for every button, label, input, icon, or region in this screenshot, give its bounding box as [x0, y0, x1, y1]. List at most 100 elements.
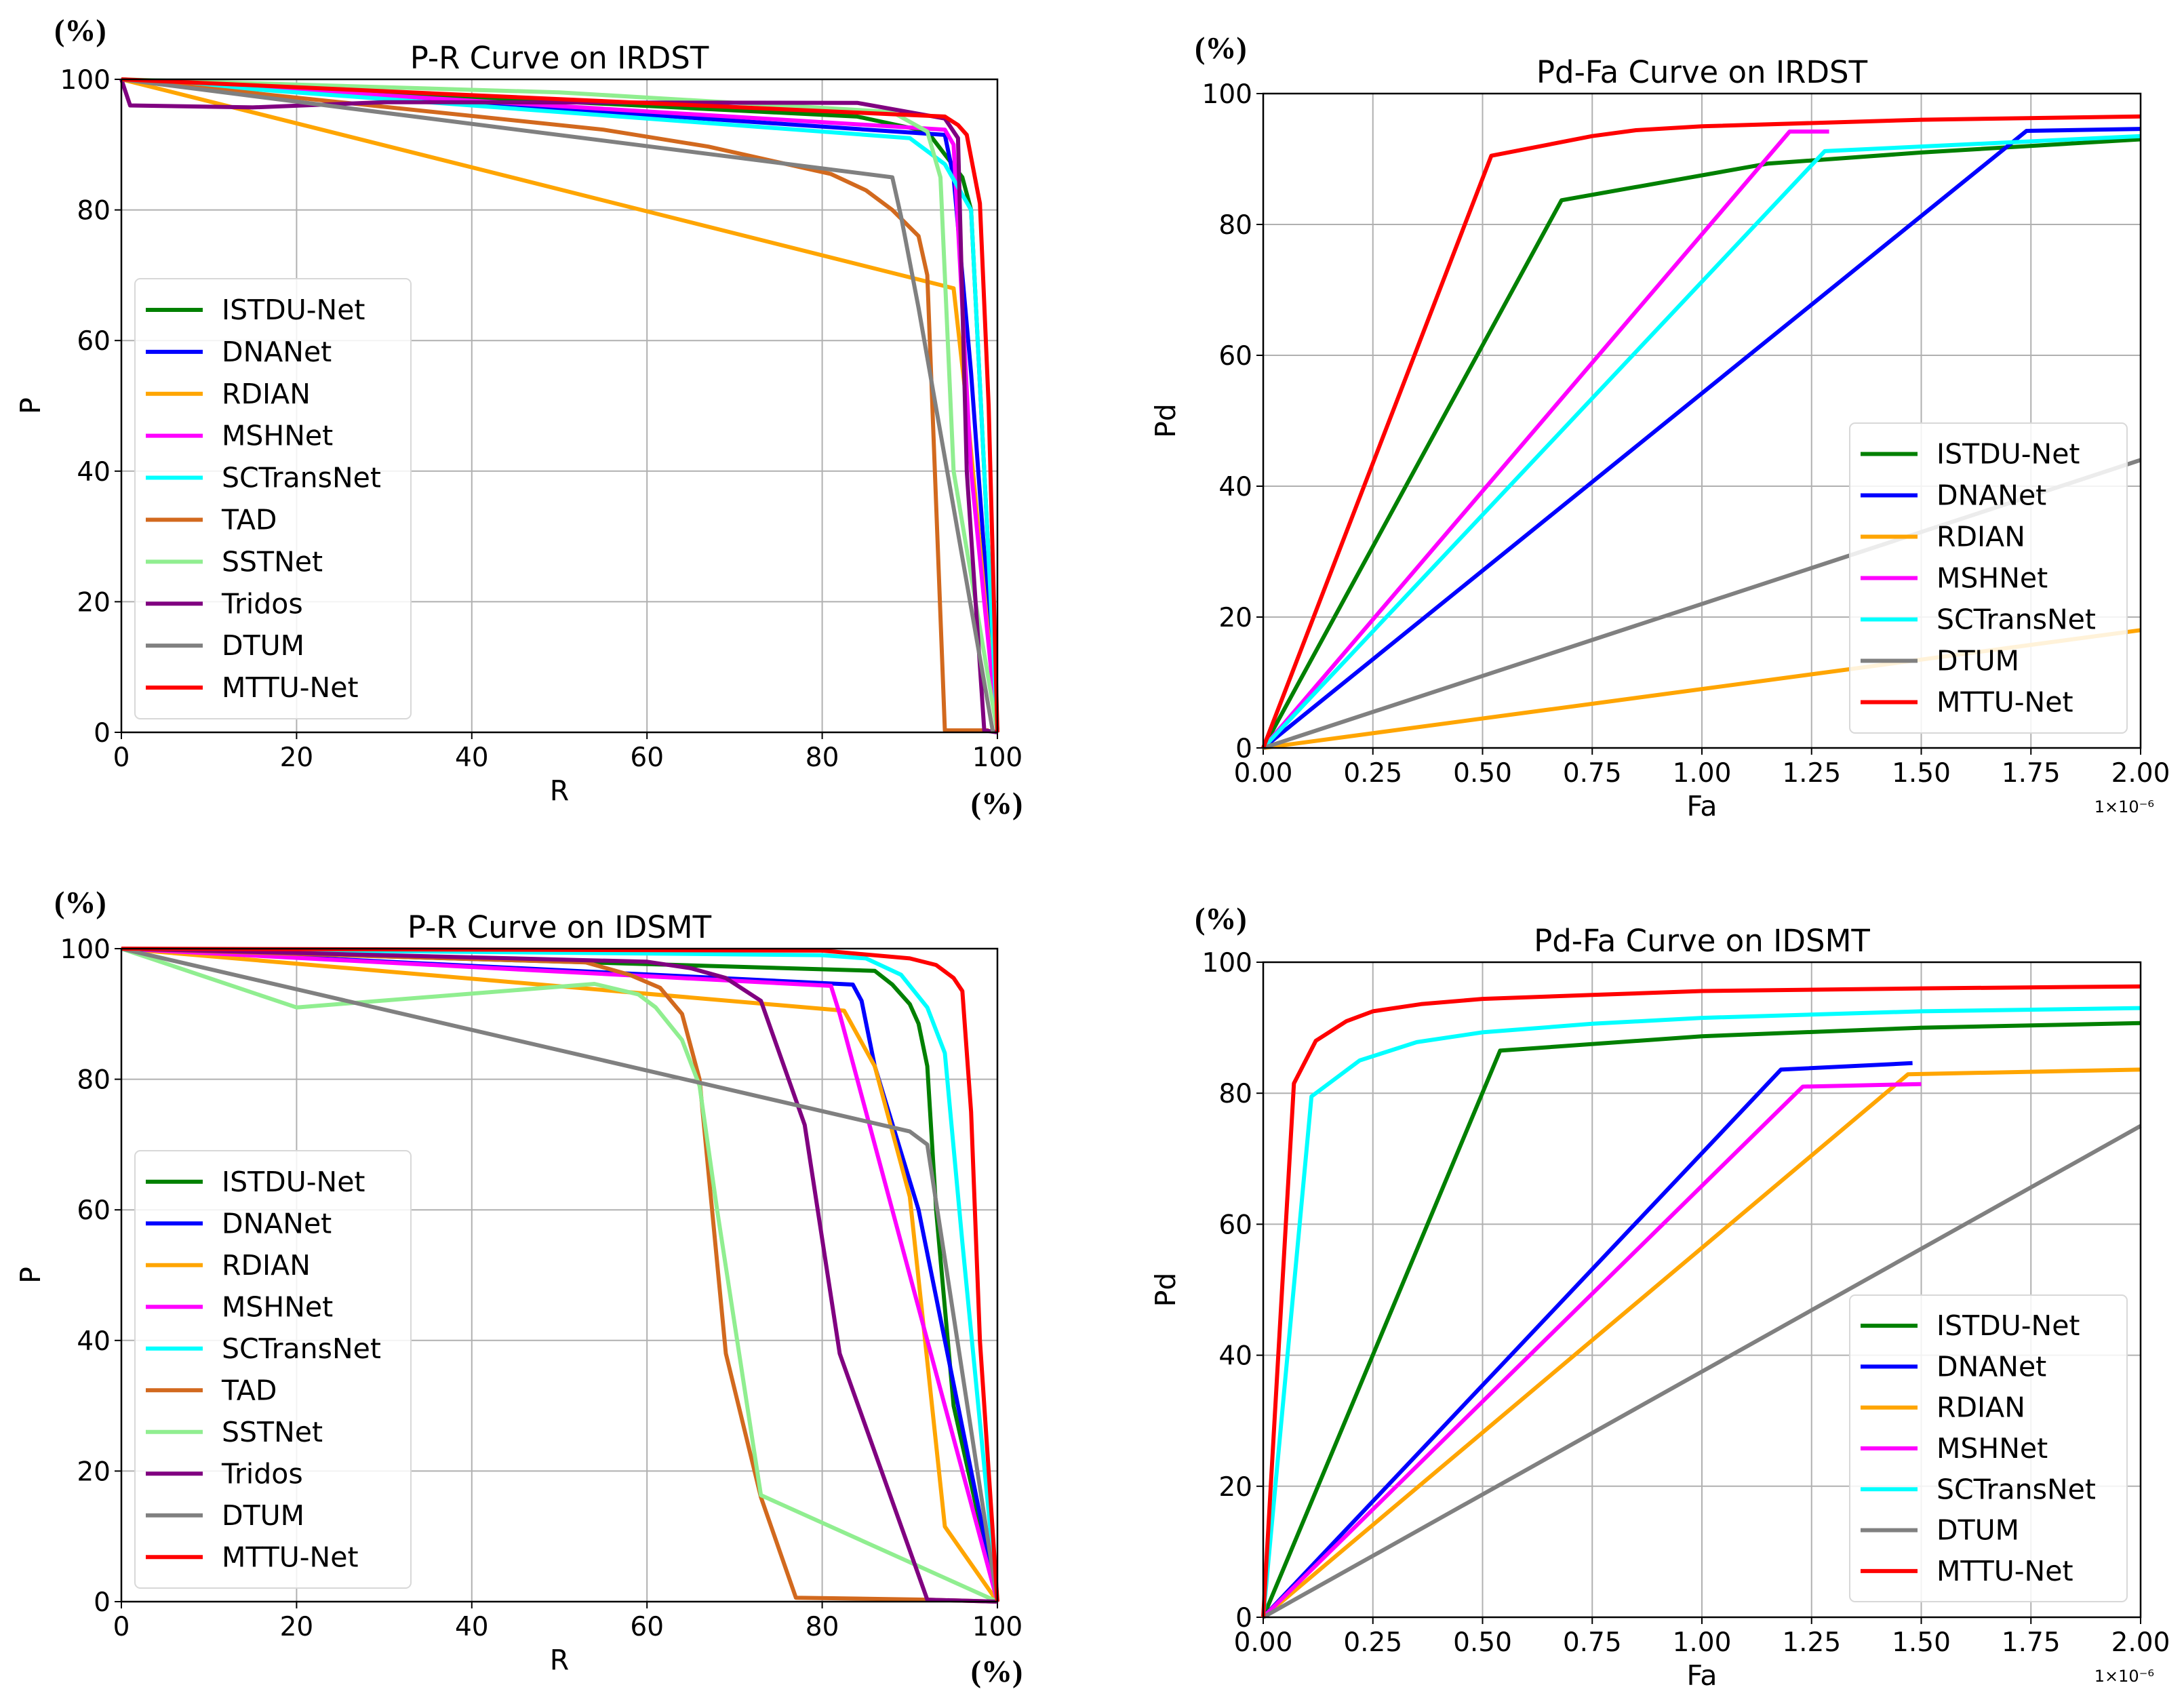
series-line-rdian — [1262, 1067, 2141, 1619]
x-unit-label: (%) — [971, 1654, 1023, 1688]
legend-item: SSTNet — [146, 1416, 323, 1448]
x-tick-label: 40 — [455, 743, 489, 773]
x-unit-label: (%) — [971, 786, 1023, 820]
legend-item: MSHNet — [1861, 562, 2048, 595]
x-tick-label: 0.50 — [1453, 758, 1512, 789]
x-tick-label: 2.00 — [2111, 1627, 2170, 1658]
legend-item: RDIAN — [1861, 1391, 2025, 1424]
x-axis-label: R — [550, 1644, 570, 1676]
legend-label: DTUM — [222, 629, 304, 662]
series-line-dtum — [1262, 1124, 2142, 1619]
y-tick-label: 40 — [1218, 1341, 1252, 1372]
y-tick-label: 40 — [1218, 472, 1252, 502]
x-tick-label: 0.25 — [1343, 758, 1402, 789]
y-tick-label: 40 — [77, 1326, 111, 1357]
legend-item: SCTransNet — [146, 1332, 381, 1365]
legend-item: MSHNet — [146, 420, 333, 452]
x-tick-label: 80 — [806, 743, 839, 773]
series-line-sctransnet — [1261, 134, 2141, 750]
legend-label: Tridos — [221, 1457, 303, 1490]
y-axis-label: P — [14, 1267, 47, 1284]
series-line-istdu-net — [1261, 1021, 2141, 1619]
series-line-dtum — [121, 77, 995, 733]
legend-label: DNANet — [222, 336, 332, 368]
x-tick-label: 40 — [455, 1612, 489, 1642]
chart-panel-0: 0 20 40 60 80 100 0 20 40 60 80 100 P-R Curve on IRD… — [14, 13, 1022, 820]
legend-item: SCTransNet — [146, 462, 381, 494]
legend-label: ISTDU-Net — [222, 1166, 365, 1198]
legend-label: DNANet — [1937, 479, 2046, 512]
x-axis-label: Fa — [1687, 1659, 1718, 1692]
x-tick-label: 0.75 — [1563, 758, 1622, 789]
legend-label: ISTDU-Net — [1937, 438, 2080, 471]
plot-frame — [120, 78, 999, 734]
x-tick-label: 0 — [113, 1612, 130, 1642]
x-tick-label: 100 — [972, 743, 1022, 773]
legend-item: MTTU-Net — [146, 1541, 359, 1573]
series-line-tad — [121, 77, 989, 733]
series-line-sctransnet — [121, 947, 999, 1602]
y-unit-label: (%) — [1195, 31, 1247, 65]
y-tick-label: 20 — [77, 1457, 111, 1487]
y-tick-label: 60 — [1218, 341, 1252, 372]
y-tick-label: 0 — [94, 1587, 111, 1618]
y-axis-label: P — [14, 397, 47, 414]
legend-item: MSHNet — [146, 1290, 333, 1323]
legend-label: MSHNet — [222, 1290, 333, 1323]
chart-title: Pd-Fa Curve on IDSMT — [1534, 923, 1870, 959]
x-tick-label: 1.00 — [1673, 1627, 1732, 1658]
x-tick-label: 1.25 — [1782, 1627, 1841, 1658]
x-tick-label: 20 — [280, 1612, 314, 1642]
legend-item: MTTU-Net — [1861, 1555, 2073, 1587]
y-tick-label: 0 — [94, 718, 111, 749]
legend: ISTDU-Net DNANet RDIAN MSHNet SCTransNet DTUM… — [1849, 422, 2128, 734]
legend-item: DNANet — [1861, 1350, 2046, 1383]
x-axis-label: Fa — [1687, 790, 1718, 823]
legend-item: RDIAN — [146, 378, 311, 410]
legend-label: SCTransNet — [222, 462, 381, 494]
legend-label: MSHNet — [222, 420, 333, 452]
legend-label: RDIAN — [222, 378, 311, 410]
legend-item: SSTNet — [146, 545, 323, 578]
legend-label: SSTNet — [222, 1416, 323, 1448]
y-tick-label: 40 — [77, 457, 111, 488]
legend-label: MSHNet — [1937, 562, 2048, 595]
legend-label: SCTransNet — [1937, 1473, 2096, 1505]
y-unit-label: (%) — [54, 885, 106, 919]
series-line-mttu-net — [1261, 984, 2141, 1618]
series-line-mshnet — [121, 947, 999, 1602]
legend: ISTDU-Net DNANet RDIAN MSHNet SCTransNet TAD S… — [134, 1150, 412, 1589]
legend-label: ISTDU-Net — [1937, 1309, 2080, 1342]
plot-frame — [1262, 92, 2142, 749]
series-line-tad — [121, 947, 998, 1604]
y-tick-label: 80 — [77, 196, 111, 226]
series-line-sctransnet — [121, 77, 999, 733]
legend-box — [134, 1150, 412, 1589]
legend: ISTDU-Net DNANet RDIAN MSHNet SCTransNet DTUM… — [1849, 1294, 2128, 1602]
x-tick-label: 0 — [113, 743, 130, 773]
chart-title: Pd-Fa Curve on IRDST — [1536, 54, 1868, 90]
x-tick-label: 1.75 — [2002, 1627, 2061, 1658]
y-tick-label: 20 — [1218, 603, 1252, 633]
series-line-tridos — [121, 947, 998, 1604]
x-tick-label: 0.00 — [1234, 1627, 1293, 1658]
legend-label: DNANet — [1937, 1350, 2046, 1383]
series-line-tridos — [119, 79, 998, 734]
legend-item: DTUM — [1861, 645, 2019, 677]
series-line-sstnet — [121, 947, 999, 1604]
legend-label: RDIAN — [1937, 521, 2025, 553]
legend-item: DTUM — [146, 629, 304, 662]
series-line-sstnet — [121, 77, 999, 733]
legend-label: SSTNet — [222, 545, 323, 578]
x-tick-label: 1.25 — [1782, 758, 1841, 789]
y-tick-label: 0 — [1235, 1603, 1252, 1634]
legend-item: ISTDU-Net — [146, 1166, 365, 1198]
legend-item: MTTU-Net — [1861, 686, 2073, 719]
legend-label: MSHNet — [1937, 1432, 2048, 1465]
legend-item: SCTransNet — [1861, 1473, 2096, 1505]
x-tick-label: 60 — [630, 1612, 664, 1642]
legend-item: MSHNet — [1861, 1432, 2048, 1465]
series-line-mttu-net — [1261, 114, 2141, 749]
series-line-mshnet — [121, 77, 999, 733]
series-line-mttu-net — [121, 947, 999, 1602]
